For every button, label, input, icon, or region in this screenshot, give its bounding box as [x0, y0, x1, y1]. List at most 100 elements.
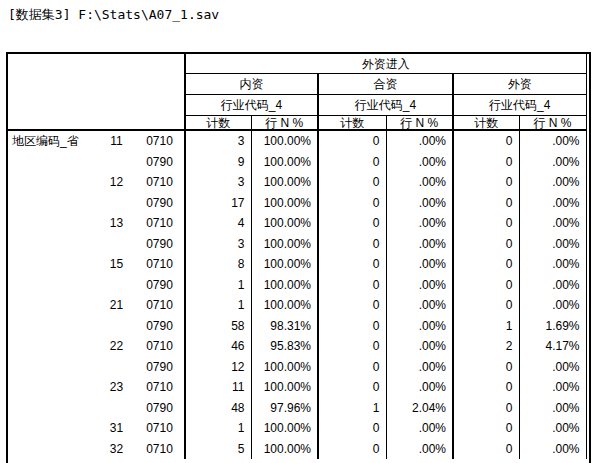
waizi-rowpct-cell: .00%: [519, 439, 586, 460]
hezi-count-cell: 0: [318, 418, 386, 439]
waizi-rowpct-cell: .00%: [519, 275, 586, 296]
industry-code-cell: 0710: [135, 418, 185, 439]
row-var-label-cell: [8, 193, 98, 214]
waizi-rowpct-cell: .00%: [519, 254, 586, 275]
hezi-rowpct-cell: .00%: [386, 357, 453, 378]
table-body: 地区编码_省 1 1 0710 3 100.00% 0 .00% 0 .00% 0…: [8, 130, 586, 459]
table-row: 21 0710 1 100.00% 0 .00% 0 .00%: [8, 295, 586, 316]
hezi-rowpct-cell: .00%: [386, 439, 453, 460]
waizi-rowpct-cell: .00%: [519, 295, 586, 316]
waizi-rowpct-cell: .00%: [519, 213, 586, 234]
hezi-rowpct-cell: .00%: [386, 193, 453, 214]
province-code-cell: [98, 398, 135, 419]
hezi-rowpct-cell: .00%: [386, 418, 453, 439]
waizi-count-cell: 0: [453, 172, 519, 193]
province-code-cell: 31: [98, 418, 135, 439]
industry-code-cell: 0710: [135, 213, 185, 234]
row-var-label-cell: [8, 377, 98, 398]
table-row: 22 0710 46 95.83% 0 .00% 2 4.17%: [8, 336, 586, 357]
group-header-hezi: 合资: [318, 74, 453, 95]
industry-code-cell: 0790: [135, 316, 185, 337]
rowpct-header-waizi: 行 N %: [519, 116, 586, 131]
table-row: 32 0710 5 100.00% 0 .00% 0 .00%: [8, 439, 586, 460]
hezi-count-cell: 0: [318, 172, 386, 193]
neizi-rowpct-cell: 100.00%: [251, 295, 318, 316]
table-row: 15 0710 8 100.00% 0 .00% 0 .00%: [8, 254, 586, 275]
neizi-count-cell: 12: [185, 357, 251, 378]
hezi-rowpct-cell: .00%: [386, 295, 453, 316]
hezi-count-cell: 0: [318, 316, 386, 337]
crosstab-pivot-table[interactable]: 外资进入 内资 合资 外资 行业代码_4 行业代码_4 行业代码_4 计数 行 …: [6, 52, 591, 463]
table-row: 13 0710 4 100.00% 0 .00% 0 .00%: [8, 213, 586, 234]
hezi-rowpct-cell: .00%: [386, 275, 453, 296]
hezi-rowpct-cell: .00%: [386, 130, 453, 152]
row-var-label-cell: [8, 275, 98, 296]
neizi-count-cell: 46: [185, 336, 251, 357]
group-header-waizi: 外资: [453, 74, 586, 95]
waizi-count-cell: 0: [453, 213, 519, 234]
province-code-cell: [98, 193, 135, 214]
row-var-label-cell: [8, 439, 98, 460]
province-code-cell: [98, 316, 135, 337]
waizi-rowpct-cell: .00%: [519, 234, 586, 255]
row-var-label-cell: [8, 172, 98, 193]
industry-code-cell: 0710: [135, 377, 185, 398]
waizi-count-cell: 0: [453, 418, 519, 439]
neizi-rowpct-cell: 97.96%: [251, 398, 318, 419]
neizi-count-cell: 3: [185, 172, 251, 193]
neizi-count-cell: 17: [185, 193, 251, 214]
hezi-rowpct-cell: .00%: [386, 234, 453, 255]
row-var-label-cell: [8, 316, 98, 337]
dataset-path-label: [数据集3] F:\Stats\A07_1.sav: [8, 6, 219, 24]
waizi-rowpct-cell: .00%: [519, 398, 586, 419]
table-row: 0790 48 97.96% 1 2.04% 0 .00%: [8, 398, 586, 419]
industry-code-cell: 0710: [135, 130, 185, 152]
province-code-cell: [98, 152, 135, 173]
waizi-count-cell: 0: [453, 275, 519, 296]
province-code-cell: [98, 357, 135, 378]
row-var-label-cell: 地区编码_省: [8, 130, 98, 152]
industry-code-cell: 0790: [135, 193, 185, 214]
table-row: 0790 58 98.31% 0 .00% 1 1.69%: [8, 316, 586, 337]
waizi-count-cell: 0: [453, 295, 519, 316]
table-row: 0790 17 100.00% 0 .00% 0 .00%: [8, 193, 586, 214]
hezi-rowpct-cell: .00%: [386, 254, 453, 275]
neizi-rowpct-cell: 100.00%: [251, 377, 318, 398]
waizi-count-cell: 1: [453, 316, 519, 337]
hezi-count-cell: 0: [318, 336, 386, 357]
spss-output-viewer: { "output": { "dataset_line": "[数据集3] F:…: [0, 0, 612, 463]
province-code-cell: 15: [98, 254, 135, 275]
hezi-rowpct-cell: .00%: [386, 336, 453, 357]
table-row: 0790 12 100.00% 0 .00% 0 .00%: [8, 357, 586, 378]
hezi-rowpct-cell: .00%: [386, 172, 453, 193]
hezi-rowpct-cell: .00%: [386, 152, 453, 173]
waizi-rowpct-cell: .00%: [519, 357, 586, 378]
row-var-label-cell: [8, 336, 98, 357]
waizi-count-cell: 0: [453, 398, 519, 419]
table-row: 12 0710 3 100.00% 0 .00% 0 .00%: [8, 172, 586, 193]
neizi-rowpct-cell: 100.00%: [251, 234, 318, 255]
province-code-cell: [98, 234, 135, 255]
waizi-rowpct-cell: .00%: [519, 152, 586, 173]
waizi-rowpct-cell: .00%: [519, 130, 586, 152]
neizi-count-cell: 9: [185, 152, 251, 173]
neizi-rowpct-cell: 98.31%: [251, 316, 318, 337]
neizi-rowpct-cell: 95.83%: [251, 336, 318, 357]
neizi-count-cell: 3: [185, 130, 251, 152]
row-var-label-cell: [8, 254, 98, 275]
neizi-rowpct-cell: 100.00%: [251, 130, 318, 152]
hezi-count-cell: 0: [318, 193, 386, 214]
hezi-count-cell: 0: [318, 130, 386, 152]
neizi-count-cell: 48: [185, 398, 251, 419]
hezi-count-cell: 1: [318, 398, 386, 419]
group-header-neizi: 内资: [185, 74, 318, 95]
crosstab-table: 外资进入 内资 合资 外资 行业代码_4 行业代码_4 行业代码_4 计数 行 …: [8, 54, 587, 459]
neizi-count-cell: 58: [185, 316, 251, 337]
waizi-count-cell: 0: [453, 439, 519, 460]
province-code-cell: 23: [98, 377, 135, 398]
waizi-count-cell: 0: [453, 377, 519, 398]
industry-code-cell: 0710: [135, 295, 185, 316]
hezi-rowpct-cell: .00%: [386, 213, 453, 234]
subheader-industry-code-waizi: 行业代码_4: [453, 95, 586, 116]
hezi-rowpct-cell: .00%: [386, 377, 453, 398]
